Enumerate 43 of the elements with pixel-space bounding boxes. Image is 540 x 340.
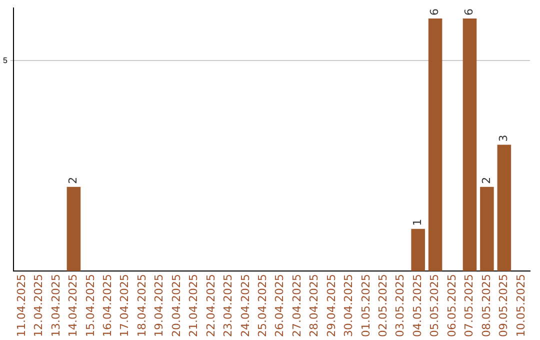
x-tick-label: 16.04.2025 [101, 274, 114, 338]
x-tick-label: 06.05.2025 [445, 274, 458, 338]
data-label: 1 [410, 218, 424, 226]
data-label: 2 [66, 176, 80, 184]
x-tick-label: 11.04.2025 [14, 274, 28, 338]
x-tick-label: 22.04.2025 [204, 274, 218, 338]
bar [66, 186, 81, 272]
x-tick-label: 30.04.2025 [342, 274, 356, 338]
data-label: 6 [462, 8, 476, 16]
bar [480, 186, 494, 272]
bar [428, 18, 442, 272]
x-tick-label: 04.05.2025 [410, 274, 424, 338]
y-tick-label: 5 [2, 56, 8, 65]
x-tick-label: 18.04.2025 [135, 274, 148, 338]
x-tick-label: 07.05.2025 [462, 274, 476, 338]
x-tick-label: 21.04.2025 [187, 274, 200, 338]
x-tick-label: 15.04.2025 [84, 274, 97, 338]
x-tick-label: 08.05.2025 [480, 274, 493, 338]
data-label: 2 [480, 176, 493, 184]
x-tick-label: 25.04.2025 [256, 274, 269, 338]
x-tick-label: 10.05.2025 [514, 274, 528, 338]
x-tick-label: 27.04.2025 [290, 274, 304, 338]
data-label: 3 [497, 134, 510, 142]
x-tick-label: 01.05.2025 [359, 274, 372, 338]
x-tick-label: 24.04.2025 [238, 274, 252, 338]
x-tick-label: 23.04.2025 [222, 274, 235, 338]
data-label: 6 [428, 8, 442, 16]
x-tick-label: 28.04.2025 [308, 274, 321, 338]
bar [462, 18, 477, 272]
bar [411, 228, 425, 272]
x-tick-label: 09.05.2025 [497, 274, 510, 338]
x-tick-label: 14.04.2025 [66, 274, 80, 338]
x-tick-label: 20.04.2025 [170, 274, 183, 338]
x-tick-label: 02.05.2025 [376, 274, 390, 338]
x-tick-label: 05.05.2025 [428, 274, 442, 338]
x-tick-label: 26.04.2025 [273, 274, 286, 338]
x-tick-label: 13.04.2025 [49, 274, 62, 338]
x-tick-label: 19.04.2025 [152, 274, 166, 338]
x-tick-label: 17.04.2025 [118, 274, 132, 338]
x-tick-label: 29.04.2025 [324, 274, 338, 338]
bar [497, 144, 512, 272]
x-tick-label: 03.05.2025 [394, 274, 407, 338]
x-tick-label: 12.04.2025 [32, 274, 46, 338]
